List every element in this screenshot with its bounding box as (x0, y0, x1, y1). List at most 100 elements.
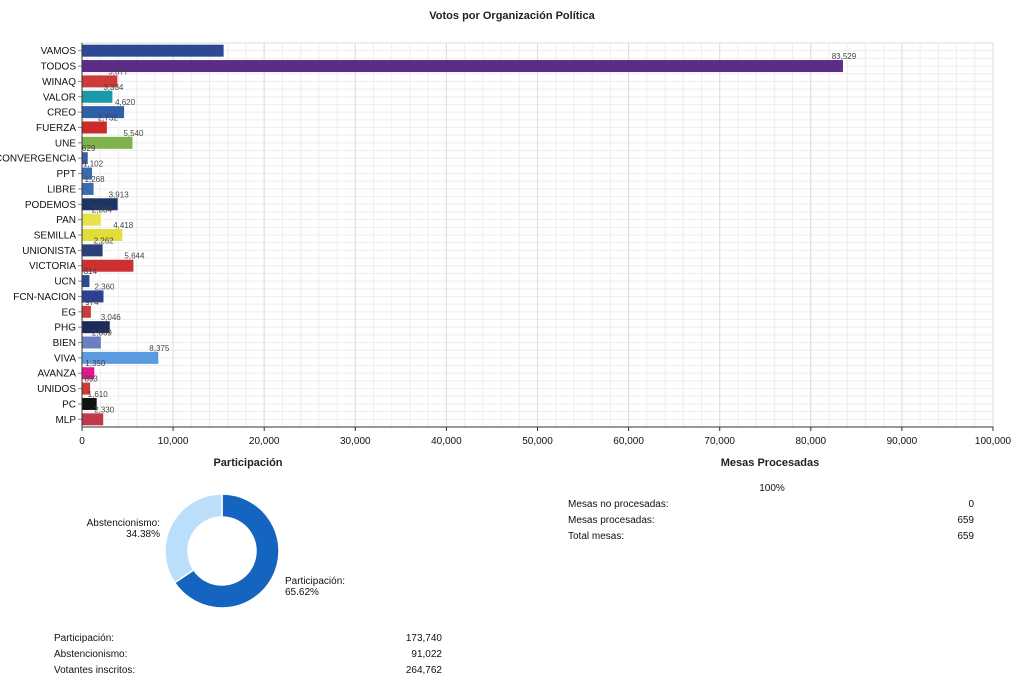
donut-label-name: Abstencionismo: (87, 518, 160, 529)
chart-title: Votos por Organización Política (429, 10, 595, 22)
data-label: 83,529 (832, 52, 857, 61)
donut-slice-participacion[interactable] (173, 493, 280, 609)
donut-label-name: Participación: (285, 576, 345, 587)
bar-ucn[interactable] (82, 275, 90, 288)
y-tick-label: VIVA (54, 353, 76, 364)
data-label: 1,350 (85, 359, 106, 368)
data-label: 3,334 (103, 83, 124, 92)
y-tick-label: UNIDOS (37, 384, 76, 395)
bar-fuerza[interactable] (82, 121, 107, 134)
x-tick-label: 80,000 (796, 436, 827, 447)
y-tick-label: MLP (55, 415, 76, 426)
data-label: 814 (84, 267, 98, 276)
data-label: 2,360 (94, 282, 115, 291)
y-tick-label: UNIONISTA (22, 246, 76, 257)
bar-phg[interactable] (82, 321, 110, 334)
mesas-title: Mesas Procesadas (720, 457, 820, 469)
bar-unidos[interactable] (82, 382, 91, 395)
data-label: 629 (82, 144, 96, 153)
data-label: 1,268 (85, 175, 106, 184)
bar-eg[interactable] (82, 305, 91, 318)
data-label: 2,069 (92, 329, 113, 338)
bar-ppt[interactable] (82, 167, 93, 180)
mesas-row-total: Total mesas: 659 (568, 531, 974, 545)
bar-winaq[interactable] (82, 75, 118, 88)
y-tick-label: PAN (56, 215, 76, 226)
bar-creo[interactable] (82, 106, 125, 119)
data-label: 3,877 (108, 67, 129, 76)
votes-bar-chart: VAMOS TODOS 83,529 WINAQ 3,877 VALOR 3,334 CREO… (0, 42, 1012, 447)
y-tick-label: CONVERGENCIA (0, 154, 76, 165)
y-tick-label: PHG (54, 323, 76, 334)
data-label: 4,418 (113, 221, 134, 230)
data-label: 5,540 (123, 129, 144, 138)
mesas-row-label: Total mesas: (568, 531, 625, 542)
y-tick-label: LIBRE (47, 184, 76, 195)
bar-mlp[interactable] (82, 413, 104, 426)
bar-fcn-nacion[interactable] (82, 290, 104, 303)
bar-bien[interactable] (82, 336, 101, 349)
bar-pan[interactable] (82, 213, 101, 226)
donut-label-value: 65.62% (285, 587, 319, 598)
data-label: 3,046 (101, 313, 122, 322)
data-label: 5,644 (124, 252, 145, 261)
data-label: 1,610 (88, 390, 109, 399)
y-tick-label: PC (62, 399, 76, 410)
y-tick-label: UCN (54, 277, 76, 288)
mesas-percent: 100% (759, 483, 785, 494)
data-label: 4,620 (115, 98, 136, 107)
x-tick-label: 10,000 (158, 436, 189, 447)
data-label: 1,102 (83, 160, 104, 169)
x-tick-label: 90,000 (887, 436, 918, 447)
y-tick-label: SEMILLA (34, 231, 77, 242)
bar-unionista[interactable] (82, 244, 103, 257)
y-tick-label: CREO (47, 108, 76, 119)
bar-pc[interactable] (82, 397, 97, 410)
mesas-row-procesadas: Mesas procesadas: 659 (568, 515, 974, 529)
bar-victoria[interactable] (82, 259, 134, 272)
mesas-row-value: 0 (968, 499, 974, 510)
y-tick-label: PPT (57, 169, 76, 180)
bar-convergencia[interactable] (82, 152, 88, 165)
mesas-row-label: Mesas procesadas: (568, 515, 655, 526)
donut-slice-abstencionismo[interactable] (164, 493, 223, 584)
y-tick-label: UNE (55, 138, 76, 149)
data-label: 8,375 (149, 344, 170, 353)
bar-semilla[interactable] (82, 229, 123, 241)
bar-todos[interactable] (82, 60, 843, 73)
participation-donut-chart: Participación:65.62% Abstencionismo:34.38… (87, 493, 345, 609)
bar-une[interactable] (82, 136, 133, 149)
y-tick-label: FUERZA (36, 123, 76, 134)
x-tick-label: 70,000 (704, 436, 735, 447)
y-tick-label: VAMOS (41, 46, 77, 57)
mesas-row-value: 659 (957, 531, 974, 542)
donut-label-value: 34.38% (126, 529, 160, 540)
y-tick-label: WINAQ (42, 77, 76, 88)
participation-row-label: Participación: (54, 633, 115, 644)
data-label: 974 (85, 298, 99, 307)
x-tick-label: 0 (79, 436, 85, 447)
data-label: 3,913 (109, 190, 130, 199)
participation-row-value: 173,740 (405, 633, 442, 644)
x-tick-label: 40,000 (431, 436, 462, 447)
participation-row-inscritos: Votantes inscritos: 264,762 (54, 665, 442, 679)
participation-row-value: 264,762 (405, 665, 442, 676)
bar-valor[interactable] (82, 90, 113, 103)
x-tick-label: 60,000 (613, 436, 644, 447)
x-tick-label: 20,000 (249, 436, 280, 447)
data-label: 2,732 (98, 113, 119, 122)
bar-podemos[interactable] (82, 198, 118, 211)
data-label: 2,064 (92, 206, 113, 215)
y-tick-label: AVANZA (37, 369, 76, 380)
bar-vamos[interactable] (82, 44, 224, 57)
y-tick-label: EG (62, 307, 77, 318)
data-label: 893 (84, 375, 98, 384)
bar-avanza[interactable] (82, 367, 95, 380)
data-label: 2,330 (94, 405, 115, 414)
mesas-row-label: Mesas no procesadas: (568, 499, 669, 510)
y-tick-label: PODEMOS (25, 200, 76, 211)
bar-viva[interactable] (82, 351, 159, 364)
data-label: 2,262 (94, 236, 115, 245)
participation-row-value: 91,022 (411, 649, 442, 660)
bar-libre[interactable] (82, 182, 94, 195)
